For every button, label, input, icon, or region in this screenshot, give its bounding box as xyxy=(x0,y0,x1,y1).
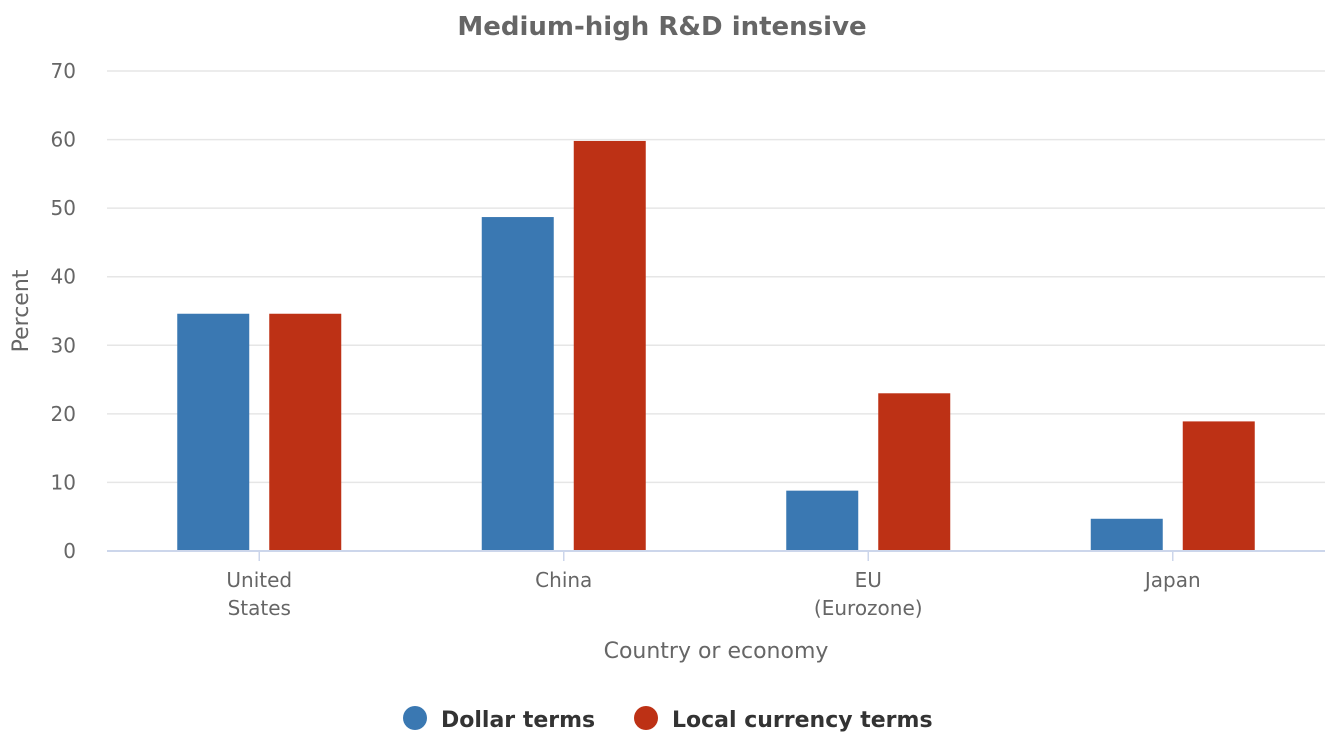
y-tick-label: 30 xyxy=(51,333,76,357)
legend-swatch xyxy=(634,706,658,730)
chart-title: Medium-high R&D intensive xyxy=(457,12,866,42)
x-tick-label: EU xyxy=(855,568,882,592)
legend: Dollar terms Local currency terms xyxy=(403,706,933,733)
x-axis-label: Country or economy xyxy=(604,639,829,664)
bar-dollar-terms xyxy=(1091,519,1163,551)
x-tick-label: China xyxy=(535,568,592,592)
bar-dollar-terms xyxy=(786,491,858,551)
bar-local-currency-terms xyxy=(878,393,950,551)
x-axis-ticks: United States China EU (Eurozone) Japan xyxy=(226,551,1200,620)
x-tick-label: (Eurozone) xyxy=(814,596,923,620)
y-axis-ticks: 0 10 20 30 40 50 60 70 xyxy=(51,59,76,563)
y-tick-label: 40 xyxy=(51,265,76,289)
y-axis-label: Percent xyxy=(9,269,34,352)
y-tick-label: 70 xyxy=(51,59,76,83)
legend-label: Dollar terms xyxy=(441,708,595,733)
bar-dollar-terms xyxy=(482,217,554,551)
x-tick-label: States xyxy=(228,596,291,620)
y-tick-label: 10 xyxy=(51,470,76,494)
y-tick-label: 20 xyxy=(51,402,76,426)
x-tick-label: United xyxy=(226,568,292,592)
x-tick-label: Japan xyxy=(1143,568,1201,592)
y-tick-label: 60 xyxy=(51,128,76,152)
bar-local-currency-terms xyxy=(1183,421,1255,551)
bar-local-currency-terms xyxy=(269,314,341,551)
y-tick-label: 0 xyxy=(63,539,76,563)
y-tick-label: 50 xyxy=(51,196,76,220)
bar-dollar-terms xyxy=(177,314,249,551)
legend-label: Local currency terms xyxy=(672,708,933,733)
bar-local-currency-terms xyxy=(574,141,646,551)
legend-swatch xyxy=(403,706,427,730)
